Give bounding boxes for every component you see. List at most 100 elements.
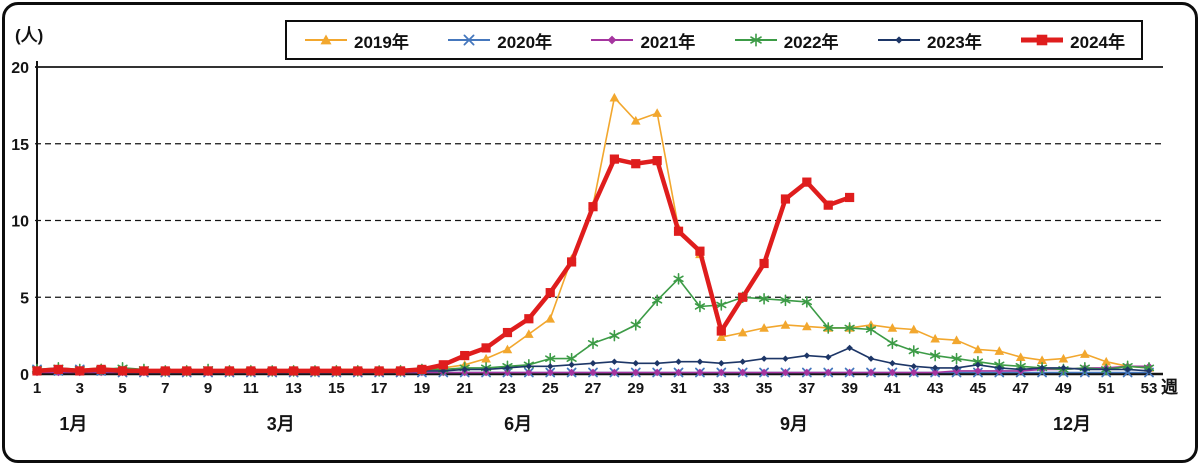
series-point-2023年 — [953, 364, 960, 372]
month-label: 9月 — [780, 414, 808, 434]
series-point-2024年 — [203, 366, 213, 376]
series-point-2024年 — [395, 366, 406, 376]
series-point-2021年 — [610, 368, 619, 377]
series-point-2024年 — [417, 364, 427, 374]
x-tick-label: 23 — [499, 380, 516, 397]
series-point-2024年 — [588, 202, 598, 212]
series-point-2024年 — [182, 366, 192, 376]
x-axis-unit-label: 週 — [1161, 378, 1178, 397]
series-point-2019年 — [502, 344, 513, 354]
series-point-2022年 — [823, 322, 834, 334]
series-point-2021年 — [931, 368, 939, 377]
x-tick-label: 27 — [585, 380, 602, 397]
series-point-2024年 — [652, 156, 662, 166]
y-tick-label: 15 — [11, 137, 29, 154]
series-point-2021年 — [546, 368, 555, 377]
series-point-2024年 — [353, 366, 363, 376]
series-point-2023年 — [867, 355, 875, 362]
series-point-2022年 — [587, 337, 599, 350]
legend-marker-icon — [1036, 34, 1048, 46]
series-point-2023年 — [1060, 364, 1067, 372]
legend-item-2023年: 2023年 — [876, 28, 982, 53]
series-point-2022年 — [887, 337, 898, 350]
series-point-2019年 — [780, 320, 791, 329]
x-tick-label: 49 — [1055, 380, 1072, 397]
series-point-2024年 — [759, 258, 769, 269]
series-point-2019年 — [1080, 349, 1090, 358]
series-point-2024年 — [481, 343, 491, 353]
month-label: 3月 — [267, 414, 295, 434]
series-point-2019年 — [652, 108, 662, 117]
series-point-2022年 — [844, 322, 855, 334]
chart-legend: 2019年 2020年 2021年 2022年 2023年 2024年 — [285, 20, 1143, 60]
series-point-2024年 — [502, 327, 513, 338]
series-line-2019年 — [36, 96, 1150, 372]
series-point-2022年 — [780, 294, 791, 307]
legend-label: 2022年 — [783, 32, 839, 52]
diamond-marker-icon — [591, 35, 634, 45]
x-marker-icon — [448, 34, 491, 46]
series-point-2022年 — [609, 329, 620, 342]
series-point-2023年 — [760, 355, 768, 362]
series-point-2024年 — [160, 366, 170, 376]
x-tick-label: 25 — [542, 380, 559, 397]
series-point-2024年 — [716, 326, 726, 336]
x-tick-label: 33 — [713, 380, 730, 397]
series-point-2023年 — [525, 363, 533, 370]
legend-marker-icon — [320, 34, 332, 45]
series-point-2023年 — [718, 360, 725, 367]
y-tick-label: 20 — [11, 60, 29, 77]
series-point-2022年 — [865, 323, 877, 336]
series-point-2022年 — [908, 345, 919, 357]
legend-item-2022年: 2022年 — [733, 28, 839, 53]
series-point-2024年 — [374, 366, 384, 376]
series-point-2024年 — [823, 200, 833, 210]
series-point-2023年 — [611, 358, 618, 365]
series-point-2019年 — [481, 353, 491, 363]
series-point-2023年 — [504, 364, 511, 372]
square-marker-icon — [1021, 34, 1064, 46]
series-point-2022年 — [758, 292, 770, 305]
series-point-2022年 — [930, 349, 941, 362]
series-point-2021年 — [781, 368, 790, 377]
series-point-2021年 — [631, 368, 640, 377]
series-point-2022年 — [801, 296, 812, 308]
legend-label: 2019年 — [354, 32, 409, 52]
series-point-2021年 — [824, 368, 833, 377]
series-point-2024年 — [695, 246, 705, 256]
series-point-2023年 — [632, 360, 639, 367]
series-point-2024年 — [524, 314, 534, 324]
series-point-2023年 — [846, 344, 853, 352]
legend-label: 2021年 — [640, 32, 696, 52]
series-point-2023年 — [1081, 366, 1089, 373]
y-tick-label: 10 — [11, 214, 29, 231]
series-point-2019年 — [630, 115, 641, 125]
series-point-2021年 — [760, 368, 768, 377]
x-tick-label: 19 — [414, 380, 431, 397]
series-point-2021年 — [845, 368, 854, 377]
series-point-2021年 — [888, 368, 897, 377]
series-point-2023年 — [568, 361, 575, 368]
legend-label: 2023年 — [926, 32, 982, 52]
series-point-2021年 — [696, 368, 704, 377]
series-point-2019年 — [609, 92, 620, 102]
series-point-2024年 — [631, 159, 641, 169]
x-tick-label: 45 — [970, 380, 987, 397]
series-point-2024年 — [460, 350, 470, 361]
triangle-marker-icon — [305, 34, 347, 45]
series-point-2021年 — [589, 368, 597, 377]
series-point-2019年 — [759, 323, 769, 332]
series-point-2022年 — [694, 300, 706, 313]
series-point-2019年 — [1015, 352, 1026, 361]
x-tick-label: 3 — [76, 380, 84, 397]
x-tick-label: 35 — [756, 380, 773, 397]
series-point-2024年 — [673, 226, 684, 236]
series-point-2022年 — [673, 273, 684, 285]
series-point-2021年 — [653, 368, 661, 377]
series-point-2023年 — [482, 366, 490, 373]
series-point-2022年 — [652, 294, 663, 307]
x-tick-label: 7 — [161, 380, 169, 397]
series-point-2019年 — [545, 313, 556, 323]
